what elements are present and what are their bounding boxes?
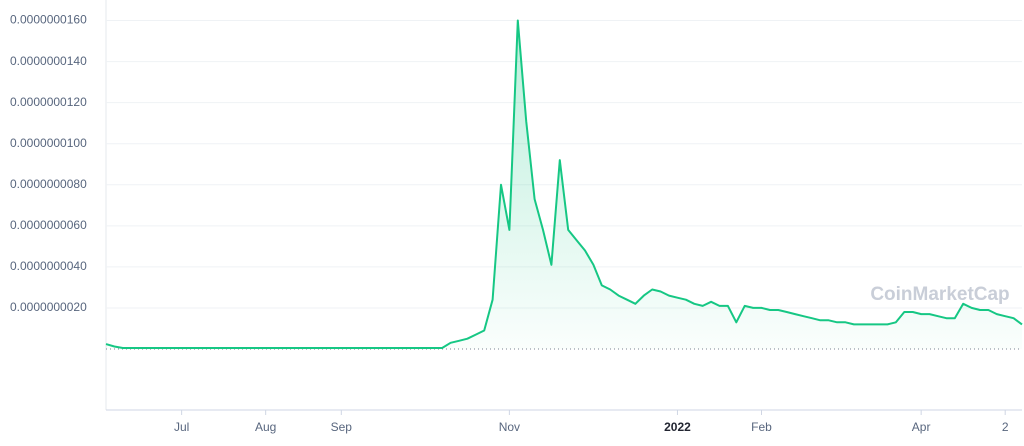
y-tick-label: 0.0000000160 <box>10 13 87 27</box>
price-line <box>105 19 1023 349</box>
y-tick-label: 0.0000000140 <box>10 54 87 68</box>
y-tick-label: 0.0000000060 <box>10 218 87 232</box>
y-tick-label: 0.0000000120 <box>10 95 87 109</box>
y-tick-label: 0.0000000020 <box>10 300 87 314</box>
x-tick-label: Feb <box>751 420 772 434</box>
x-tick-label: 2 <box>1002 420 1009 434</box>
x-tick-label: 2022 <box>664 420 691 434</box>
x-tick-label: Apr <box>912 420 931 434</box>
y-tick-label: 0.0000000040 <box>10 259 87 273</box>
x-tick-label: Nov <box>499 420 520 434</box>
x-tick-label: Aug <box>255 420 276 434</box>
x-tick-label: Jul <box>174 420 189 434</box>
price-area <box>106 20 1022 349</box>
y-tick-label: 0.0000000100 <box>10 136 87 150</box>
watermark: CoinMarketCap <box>870 284 1009 305</box>
x-tick-label: Sep <box>331 420 353 434</box>
y-tick-label: 0.0000000080 <box>10 177 87 191</box>
plot: 0.0000000020 0.0000000040 0.0000000060 0.00… <box>10 13 1023 434</box>
